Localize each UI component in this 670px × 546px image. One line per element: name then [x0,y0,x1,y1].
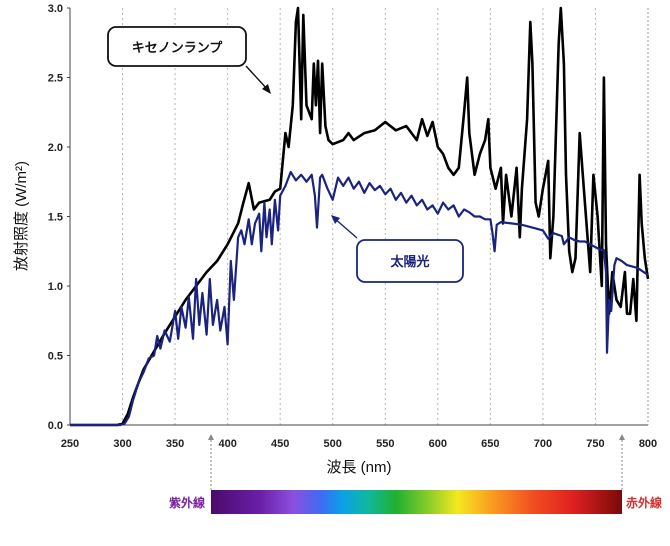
visible-end-arrow [619,434,625,440]
xenon-callout-box [107,26,247,67]
x-axis-title: 波長 (nm) [327,459,392,476]
series-lines [70,6,650,427]
x-tick-label: 550 [376,438,394,450]
xenon-arrow-head [262,84,271,94]
sun-callout-arrow [333,217,358,239]
xenon-callout-arrow [245,65,269,91]
xenon-callout: キセノンランプ [107,26,271,94]
y-tick-label: 1.0 [48,281,63,293]
ir-label: 赤外線 [626,495,662,510]
y-tick-label: 2.5 [48,73,63,85]
sun-callout: 太陽光 [331,215,464,283]
x-tick-label: 800 [639,438,657,450]
spectrum-color-band [211,490,622,514]
visible-start-arrow [208,434,214,440]
y-axis-title: 放射照度 (W/m²) [13,161,30,271]
sun-callout-box [356,239,464,283]
y-tick-label: 2.0 [48,142,63,154]
x-tick-label: 300 [113,438,131,450]
x-tick-label: 250 [61,438,79,450]
sunlight-series-line [70,170,649,427]
grid-lines [122,8,596,425]
x-tick-label: 500 [324,438,342,450]
x-tick-label: 450 [271,438,289,450]
x-tick-label: 400 [218,438,236,450]
x-tick-label: 750 [586,438,604,450]
y-tick-label: 0.0 [48,420,63,432]
y-tick-labels: 0.0 0.5 1.0 1.5 2.0 2.5 3.0 [48,3,70,432]
y-tick-label: 3.0 [48,3,63,15]
xenon-series-line [70,6,650,427]
xenon-callout-label: キセノンランプ [132,41,224,56]
uv-label: 紫外線 [169,495,205,510]
x-tick-label: 650 [481,438,499,450]
sun-callout-label: 太陽光 [389,254,429,270]
x-tick-label: 600 [429,438,447,450]
y-tick-label: 1.5 [48,212,63,224]
x-tick-label: 700 [534,438,552,450]
sun-arrow-head [331,215,340,224]
y-tick-label: 0.5 [48,351,63,363]
x-tick-labels: 250 300 350 400 450 500 550 600 650 700 750 800 [61,438,657,450]
x-tick-label: 350 [166,438,184,450]
